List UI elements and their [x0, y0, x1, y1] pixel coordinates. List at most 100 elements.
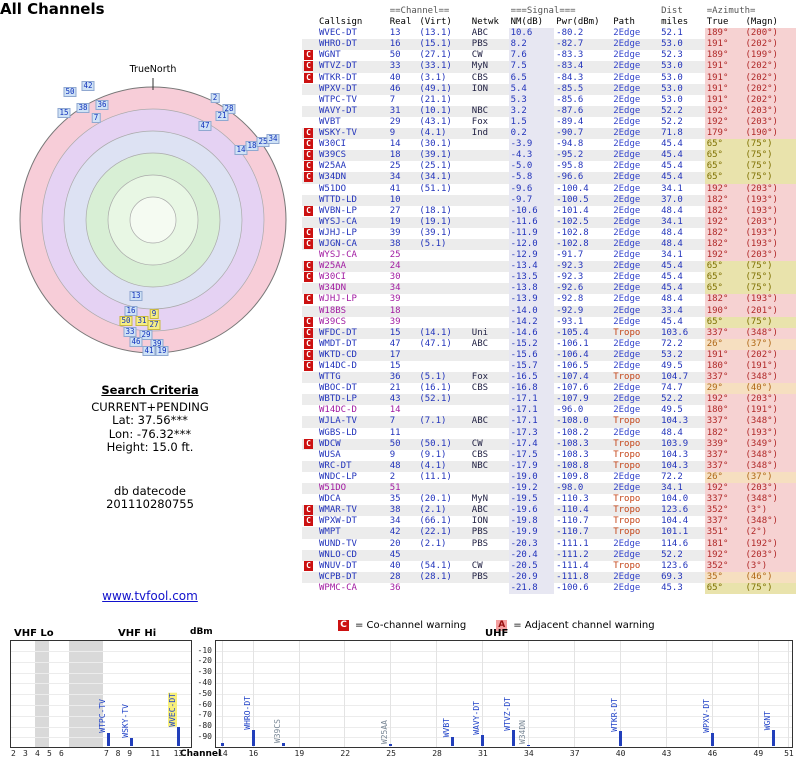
distance-cell: 45.4 [661, 316, 683, 327]
distance-cell: 53.2 [661, 349, 683, 360]
power-cell: -100.6 [556, 582, 589, 593]
table-row: WBTD-LP 43 (52.1) -17.1 -107.9 2Edge 52.2 192°(… [302, 394, 796, 406]
power-cell: -109.8 [556, 471, 589, 482]
co-channel-warning-badge: C [304, 72, 313, 83]
distance-cell: 53.0 [661, 83, 683, 94]
azimuth-magnetic-cell: (200°) [743, 28, 796, 40]
network-cell [470, 550, 509, 561]
azimuth-magnetic-cell: (2°) [743, 527, 796, 539]
azimuth-magnetic-cell: (199°) [743, 50, 796, 62]
noise-margin-cell: -20.4 [508, 549, 555, 561]
table-row: C WJHJ-LP 39 -13.9 -92.8 2Edge 48.4 182° (193°) [302, 294, 796, 306]
azimuth-true-cell: 339° [704, 438, 744, 450]
network-cell [470, 394, 509, 405]
virtual-channel-cell [417, 428, 469, 439]
noise-margin-cell: -20.9 [508, 571, 555, 583]
azimuth-magnetic-cell: (75°) [743, 161, 796, 173]
co-channel-warning-badge: C [304, 61, 313, 72]
network-cell: ABC [471, 416, 489, 427]
power-cell: -96.0 [556, 405, 584, 416]
adjacent-channel-text: = Adjacent channel warning [513, 620, 655, 631]
distance-cell: 45.4 [661, 139, 683, 150]
distance-cell: 48.4 [661, 294, 683, 305]
network-cell [470, 483, 509, 494]
real-channel-cell: 42 [389, 527, 401, 538]
table-row: W18BS 18 -14.0 -92.9 2Edge 33.4 190° (201°) [302, 305, 796, 317]
network-cell: ABC [471, 505, 489, 516]
azimuth-magnetic-cell: (75°) [743, 582, 796, 594]
distance-cell: 71.8 [661, 128, 683, 139]
co-channel-text: = Co-channel warning [355, 620, 467, 631]
path-cell: Tropo [613, 372, 641, 383]
azimuth-magnetic-cell: (203°) [743, 549, 796, 561]
channel-gridline [482, 641, 484, 747]
network-cell: NBC [471, 105, 489, 116]
warning-cell: C [302, 150, 317, 161]
azimuth-true-cell: 189° [704, 28, 744, 40]
channel-tick-label: 5 [47, 749, 52, 758]
azimuth-group-header: =Azimuth= [706, 6, 756, 16]
channel-tick-label: 43 [661, 749, 672, 758]
network-cell [470, 272, 509, 283]
azimuth-magnetic-cell: (193°) [743, 227, 796, 239]
table-row: WPXV-DT 46 (49.1) ION 5.4 -85.5 2Edge 53.0 191°(… [302, 83, 796, 95]
azimuth-magnetic-cell: (348°) [743, 494, 796, 506]
power-cell: -98.0 [556, 483, 584, 494]
distance-cell: 52.2 [661, 116, 683, 127]
power-cell: -83.4 [556, 61, 584, 72]
real-channel-cell: 51 [389, 483, 401, 494]
real-channel-cell: 30 [389, 272, 401, 283]
path-cell: 2Edge [613, 361, 641, 371]
azimuth-true-cell: 65° [704, 150, 744, 162]
azimuth-magnetic-cell: (193°) [743, 294, 796, 306]
radar-channel-marker: 50 [63, 87, 77, 97]
callsign-cell: WYSJ-CA [319, 250, 357, 261]
table-row: WAVY-DT 31 (10.1) NBC 3.2 -87.6 2Edge 52.2 192°(… [302, 105, 796, 117]
warning-cell [302, 84, 317, 95]
azimuth-magnetic-cell: (75°) [743, 172, 796, 184]
azimuth-true-cell: 192° [704, 549, 744, 561]
distance-cell: 45.4 [661, 161, 683, 172]
azimuth-magnetic-cell: (190°) [743, 128, 796, 140]
path-cell: Tropo [613, 438, 641, 449]
signal-bar [511, 730, 515, 746]
azimuth-magnetic-cell: (191°) [743, 405, 796, 417]
network-cell: CBS [471, 449, 489, 460]
radar-channel-marker: 2 [210, 93, 220, 103]
table-row: C W39CS 18 (39.1) -4.3 -95.2 2Edge 45.4 65° (75°) [302, 150, 796, 162]
path-cell: 2Edge [613, 161, 641, 172]
warning-cell [302, 539, 317, 550]
distance-cell: 34.1 [661, 250, 683, 261]
distance-cell: 103.9 [661, 438, 689, 449]
col-real: Real [389, 17, 412, 28]
azimuth-true-cell: 337° [704, 494, 744, 506]
search-criteria-line: Height: 15.0 ft. [106, 440, 194, 454]
channel-axis-label: Channel [180, 749, 222, 759]
distance-cell: 34.1 [661, 183, 683, 194]
network-cell [470, 217, 509, 228]
noise-margin-cell: -14.0 [508, 305, 555, 317]
azimuth-magnetic-cell: (193°) [743, 194, 796, 206]
azimuth-true-cell: 190° [704, 305, 744, 317]
real-channel-cell: 7 [389, 94, 396, 105]
azimuth-true-cell: 180° [704, 361, 744, 373]
azimuth-true-cell: 337° [704, 416, 744, 428]
azimuth-true-cell: 192° [704, 216, 744, 228]
network-cell [470, 239, 509, 250]
virtual-channel-cell: (4.1) [419, 128, 447, 139]
virtual-channel-cell [417, 317, 469, 328]
azimuth-magnetic-cell: (203°) [743, 250, 796, 262]
power-cell: -106.5 [556, 361, 589, 371]
virtual-channel-cell: (15.1) [419, 39, 452, 50]
noise-margin-cell: 0.2 [508, 128, 555, 140]
real-channel-cell: 43 [389, 394, 401, 405]
datecode-label: db datecode [114, 483, 186, 498]
real-channel-cell: 39 [389, 294, 401, 305]
power-cell: -101.4 [556, 205, 589, 216]
dbm-gridline [11, 672, 191, 674]
tvfool-link[interactable]: www.tvfool.com [102, 589, 198, 603]
virtual-channel-cell: (21.1) [419, 94, 452, 105]
path-cell: 2Edge [613, 549, 641, 560]
table-row: WGBS-LD 11 -17.3 -108.2 2Edge 48.4 182° (193°) [302, 427, 796, 439]
distance-cell: 53.0 [661, 39, 683, 50]
